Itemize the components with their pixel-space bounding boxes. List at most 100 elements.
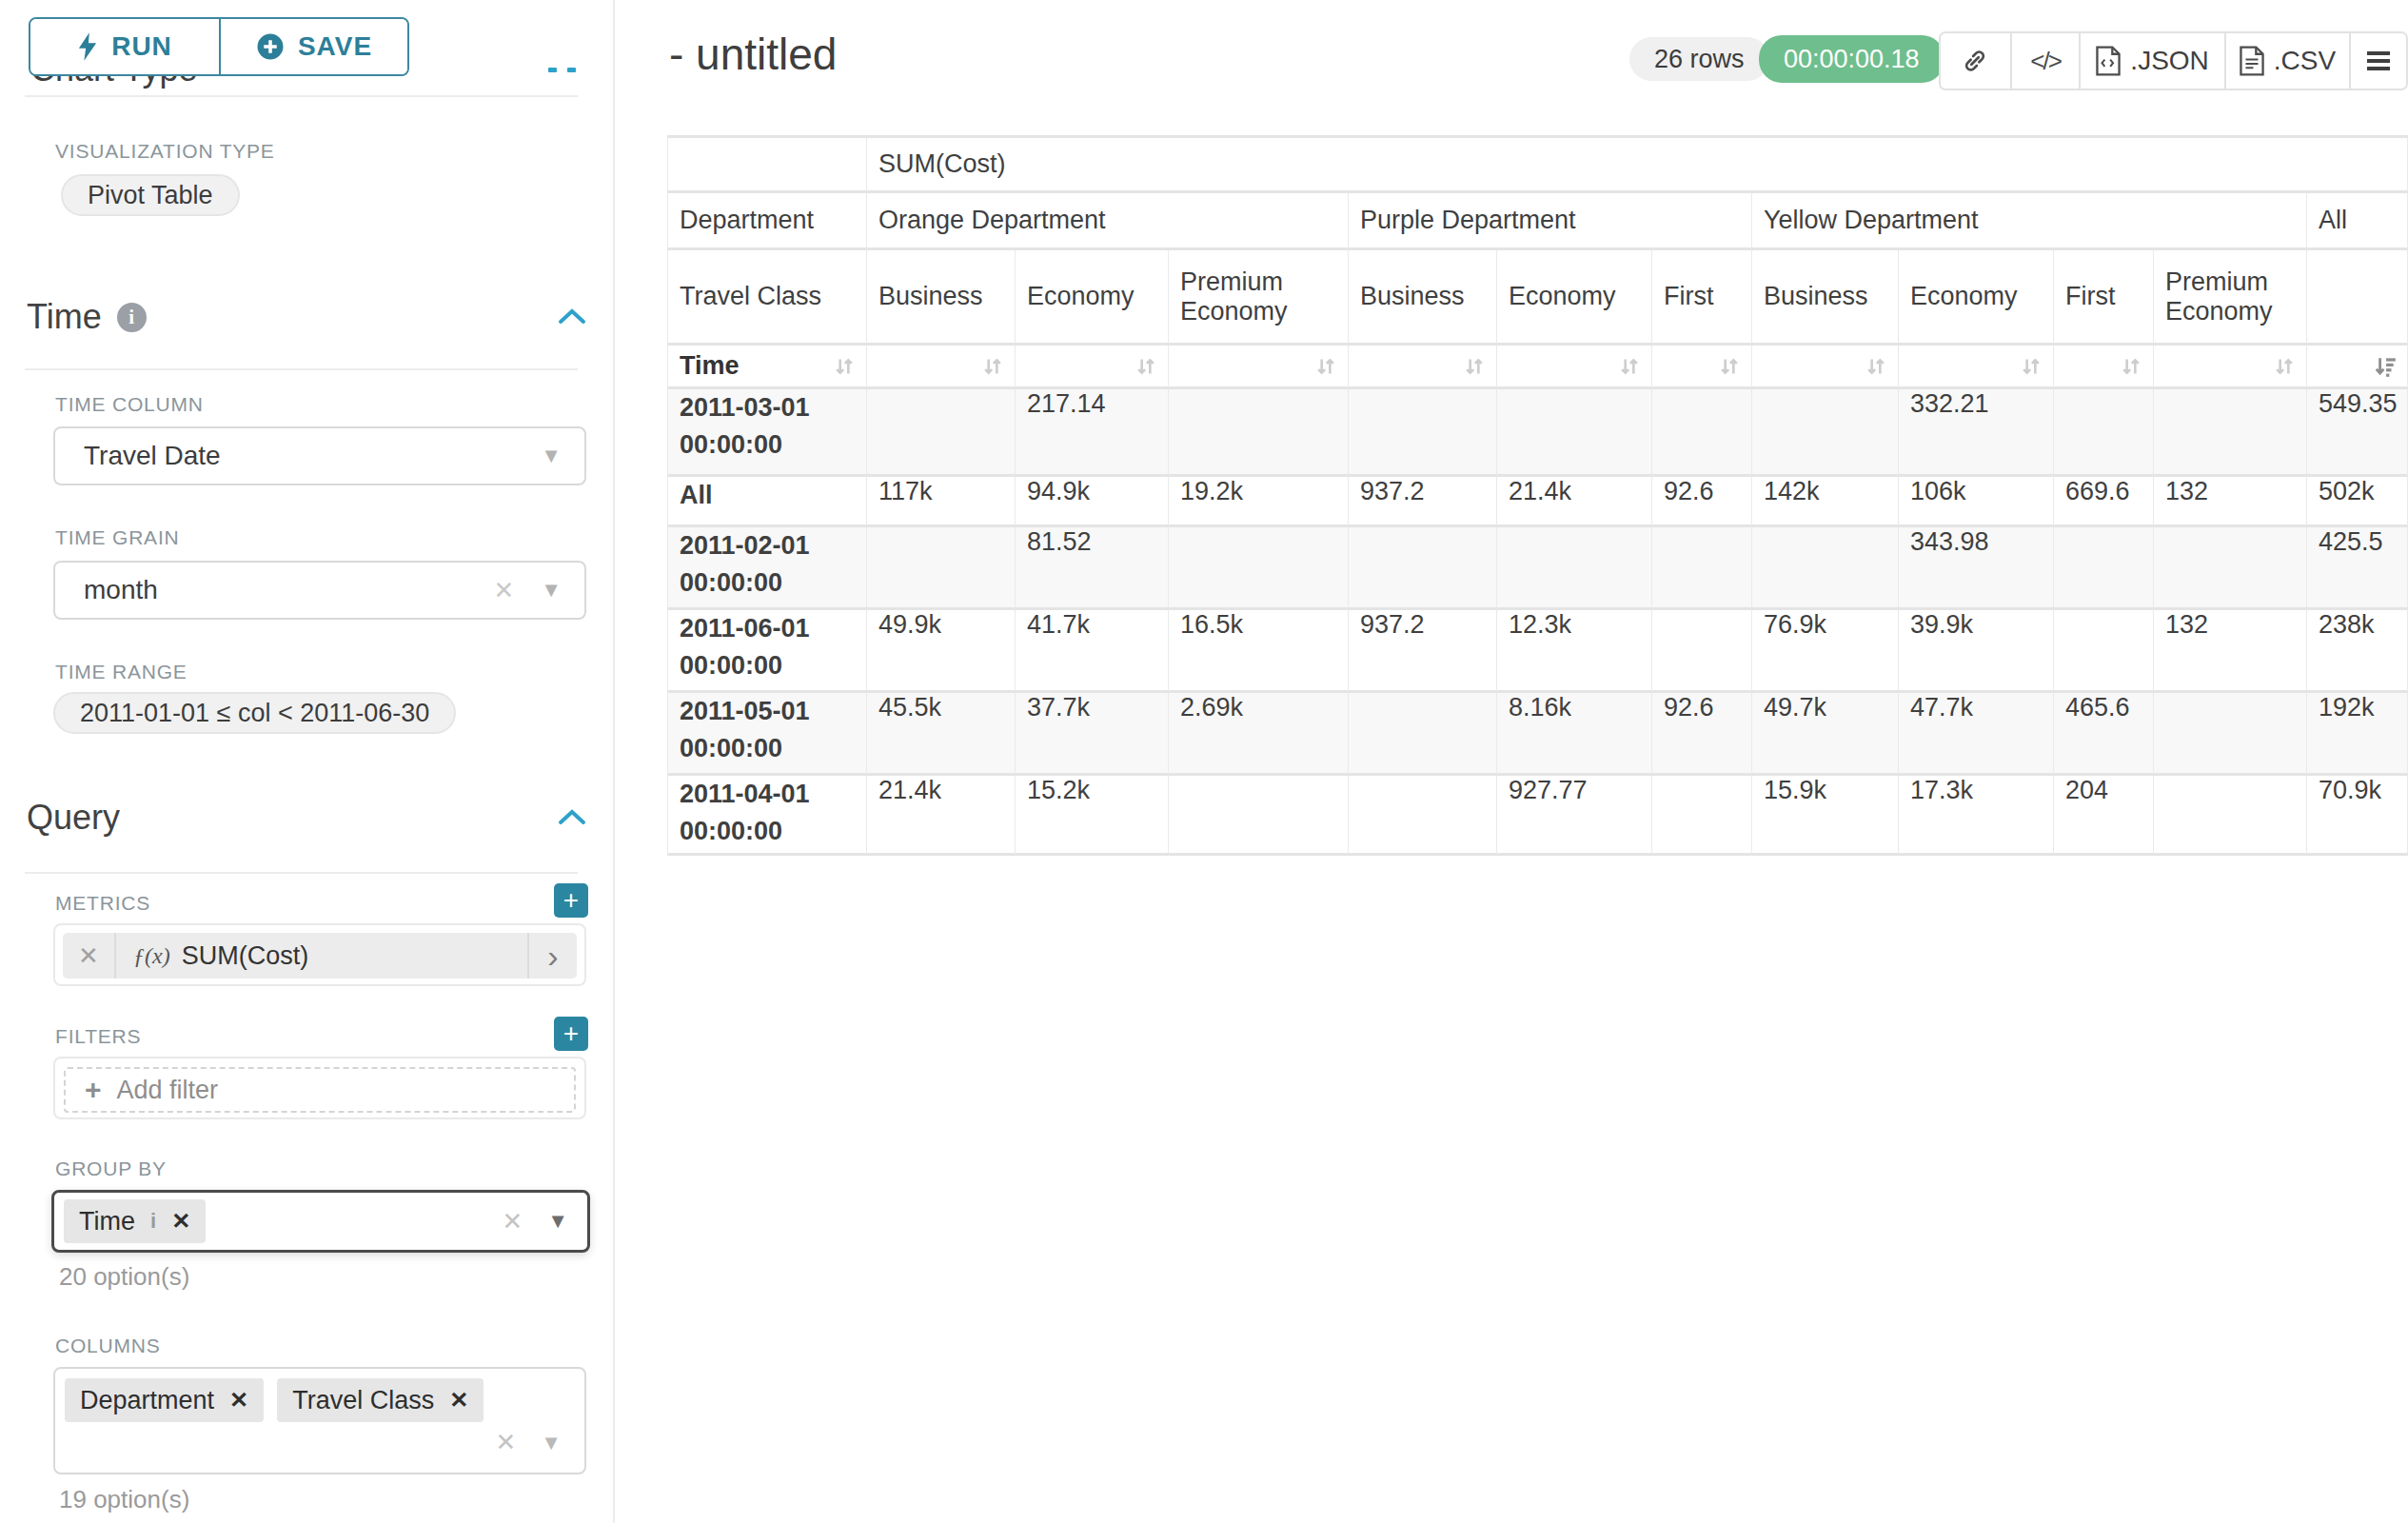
query-timer-badge: 00:00:00.18 — [1759, 35, 1944, 83]
time-section-label: Time — [27, 297, 102, 337]
export-csv-button[interactable]: .CSV — [2224, 33, 2349, 89]
pivot-value-cell: 94.9k — [1016, 477, 1169, 527]
run-button[interactable]: RUN — [30, 19, 219, 74]
pivot-table-container: SUM(Cost)DepartmentOrange DepartmentPurp… — [667, 135, 2408, 856]
pivot-value-cell — [1349, 693, 1497, 776]
groupby-select[interactable]: Timei ✕ ✕ ▼ — [51, 1190, 590, 1253]
time-range-chip[interactable]: 2011-01-01 ≤ col < 2011-06-30 — [53, 692, 456, 734]
pivot-value-cell — [2154, 527, 2307, 610]
pivot-sort-cell — [1349, 346, 1497, 389]
view-query-button[interactable]: </> — [2010, 33, 2080, 89]
time-column-label: TIME COLUMN — [55, 393, 204, 416]
pivot-value-cell: 2.69k — [1169, 693, 1349, 776]
sort-icon[interactable] — [1864, 354, 1888, 379]
metric-chip[interactable]: ✕ ƒ(x) SUM(Cost) › — [63, 933, 577, 979]
save-button[interactable]: SAVE — [219, 19, 407, 74]
time-range-label: TIME RANGE — [55, 661, 188, 683]
pivot-value-cell: 927.77 — [1497, 776, 1652, 856]
pivot-sort-cell — [867, 346, 1016, 389]
pivot-time-header: Time — [668, 346, 867, 389]
menu-icon — [2365, 49, 2392, 72]
pivot-row-label: 2011-06-0100:00:00 — [668, 610, 867, 693]
collapse-time-chevron-up-icon[interactable] — [558, 307, 586, 326]
metric-value: SUM(Cost) — [182, 941, 309, 971]
sort-icon[interactable] — [2272, 354, 2297, 379]
remove-chip-icon[interactable]: ✕ — [449, 1387, 468, 1414]
remove-chip-icon[interactable]: ✕ — [171, 1208, 190, 1235]
info-icon: i — [150, 1209, 156, 1234]
columns-label: COLUMNS — [55, 1335, 161, 1357]
pivot-value-cell: 41.7k — [1016, 610, 1169, 693]
chip-label: Travel Class — [292, 1386, 434, 1415]
pivot-value-cell: 17.3k — [1899, 776, 2054, 856]
dimension-chip[interactable]: Timei ✕ — [64, 1199, 206, 1243]
sort-icon[interactable] — [1462, 354, 1487, 379]
dimension-chip[interactable]: Travel Class ✕ — [277, 1378, 484, 1422]
copy-link-button[interactable] — [1941, 33, 2010, 89]
sort-descending-icon[interactable] — [2373, 354, 2398, 379]
link-icon — [1961, 47, 1989, 75]
caret-down-icon[interactable]: ▼ — [541, 1431, 562, 1455]
add-metric-button[interactable]: + — [554, 883, 588, 918]
viz-type-chip[interactable]: Pivot Table — [61, 174, 240, 216]
pivot-value-cell: 76.9k — [1752, 610, 1899, 693]
remove-metric-icon[interactable]: ✕ — [63, 933, 116, 979]
pivot-value-cell: 92.6 — [1652, 477, 1752, 527]
code-icon: </> — [2030, 47, 2061, 76]
time-grain-label: TIME GRAIN — [55, 526, 180, 549]
query-section-label: Query — [27, 798, 120, 838]
pivot-value-cell: 21.4k — [1497, 477, 1652, 527]
pivot-class-header: Business — [1752, 250, 1899, 346]
pivot-value-cell — [1652, 389, 1752, 477]
pivot-class-header: Economy — [1497, 250, 1652, 346]
pivot-department-group-header: Orange Department — [867, 193, 1349, 250]
clear-icon[interactable]: ✕ — [495, 1428, 516, 1457]
pivot-sort-cell — [1652, 346, 1752, 389]
sort-icon[interactable] — [1134, 354, 1158, 379]
sort-icon[interactable] — [832, 354, 857, 379]
pivot-corner-cell — [668, 138, 867, 193]
pivot-value-cell — [867, 527, 1016, 610]
time-grain-select[interactable]: month ✕ ▼ — [53, 561, 586, 620]
collapse-query-chevron-up-icon[interactable] — [558, 807, 586, 826]
columns-select[interactable]: Department✕ Travel Class ✕ ✕ ▼ — [53, 1367, 586, 1474]
sort-icon[interactable] — [1617, 354, 1642, 379]
pivot-class-label: Travel Class — [668, 250, 867, 346]
pivot-value-cell — [2154, 776, 2307, 856]
dimension-chip[interactable]: Department✕ — [65, 1378, 264, 1422]
pivot-value-cell: 217.14 — [1016, 389, 1169, 477]
add-filter-button[interactable]: + — [554, 1017, 588, 1051]
expand-metric-chevron-right-icon[interactable]: › — [527, 933, 577, 979]
pivot-value-cell: 549.35 — [2307, 389, 2408, 477]
pivot-department-group-header: Purple Department — [1349, 193, 1752, 250]
pivot-value-cell: 49.7k — [1752, 693, 1899, 776]
time-column-select[interactable]: Travel Date ▼ — [53, 426, 586, 485]
pivot-sort-cell — [1899, 346, 2054, 389]
sort-icon[interactable] — [980, 354, 1005, 379]
clear-icon[interactable]: ✕ — [493, 576, 514, 605]
pivot-value-cell — [2054, 610, 2154, 693]
pivot-sort-cell — [2307, 346, 2408, 389]
clear-icon[interactable]: ✕ — [502, 1207, 523, 1236]
add-filter-dropzone[interactable]: + Add filter — [64, 1067, 576, 1113]
export-json-button[interactable]: .JSON — [2079, 33, 2223, 89]
sort-icon[interactable] — [1313, 354, 1338, 379]
table-row: 2011-03-0100:00:00217.14332.21549.35 — [668, 389, 2408, 477]
pivot-value-cell — [2154, 693, 2307, 776]
sort-icon[interactable] — [1717, 354, 1742, 379]
metrics-label: METRICS — [55, 892, 150, 915]
caret-down-icon[interactable]: ▼ — [547, 1209, 568, 1234]
sort-icon[interactable] — [2119, 354, 2143, 379]
columns-chips: Department✕ Travel Class ✕ — [65, 1378, 575, 1422]
sort-icon[interactable] — [2019, 354, 2043, 379]
groupby-options-hint: 20 option(s) — [59, 1262, 189, 1292]
pivot-value-cell: 465.6 — [2054, 693, 2154, 776]
remove-chip-icon[interactable]: ✕ — [229, 1387, 248, 1414]
chip-label: Time — [79, 1207, 135, 1236]
pivot-value-cell: 106k — [1899, 477, 2054, 527]
pivot-row-label: 2011-04-0100:00:00 — [668, 776, 867, 856]
chart-menu-button[interactable] — [2349, 33, 2406, 89]
pivot-value-cell: 12.3k — [1497, 610, 1652, 693]
table-row: 2011-05-0100:00:0045.5k37.7k2.69k8.16k92… — [668, 693, 2408, 776]
pivot-value-cell — [1497, 527, 1652, 610]
